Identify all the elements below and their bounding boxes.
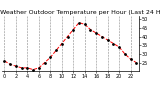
Title: Milwaukee Weather Outdoor Temperature per Hour (Last 24 Hours): Milwaukee Weather Outdoor Temperature pe… [0, 10, 160, 15]
